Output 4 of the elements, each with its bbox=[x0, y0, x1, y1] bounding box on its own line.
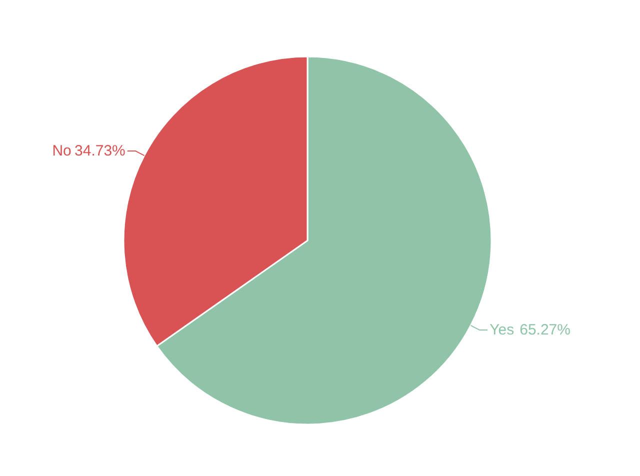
data-label: 34.73% bbox=[74, 142, 126, 160]
slice-label: No bbox=[52, 142, 72, 160]
data-label: 65.27% bbox=[520, 322, 570, 339]
slice-label: Yes bbox=[490, 322, 514, 339]
